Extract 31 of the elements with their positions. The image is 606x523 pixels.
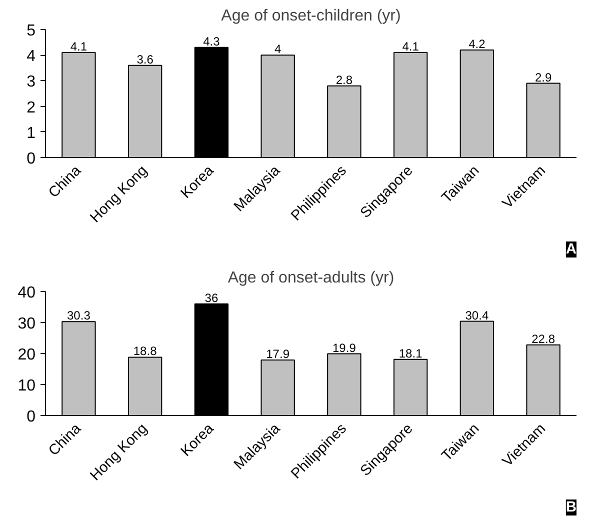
data-label: 36 [204, 290, 218, 305]
data-label: 4.3 [203, 34, 220, 48]
data-label: 30.3 [67, 308, 91, 323]
y-tick-label: 20 [18, 346, 36, 364]
text: B [566, 500, 577, 516]
data-label: 17.9 [266, 347, 290, 362]
data-label: 4.1 [402, 40, 420, 54]
y-tick-label: 2 [26, 99, 36, 116]
data-label: 30.4 [465, 308, 489, 322]
y-tick-label: 0 [26, 150, 36, 168]
chart-title: Age of onset-adults (yr) [228, 270, 394, 286]
chart-title: Age of onset-children (yr) [221, 8, 401, 24]
data-label: 4 [274, 42, 282, 56]
data-label: 19.9 [332, 340, 356, 355]
y-tick-label: 10 [18, 378, 36, 394]
data-label: 4.1 [70, 40, 88, 54]
data-label: 2.8 [336, 72, 353, 87]
y-tick-label: 1 [26, 124, 36, 142]
data-label: 3.6 [136, 52, 154, 66]
data-label: 18.1 [398, 346, 423, 360]
y-tick-label: 4 [26, 48, 36, 66]
y-tick-label: 30 [18, 316, 36, 332]
data-label: 2.9 [534, 70, 552, 84]
y-tick-label: 40 [18, 284, 36, 302]
data-label: 4.2 [468, 36, 486, 51]
y-tick-label: 3 [26, 74, 36, 91]
data-label: 18.8 [133, 344, 158, 358]
y-tick-label: 0 [26, 408, 36, 426]
data-label: 22.8 [532, 332, 556, 346]
y-tick-label: 5 [26, 22, 36, 40]
text: A [566, 242, 577, 258]
